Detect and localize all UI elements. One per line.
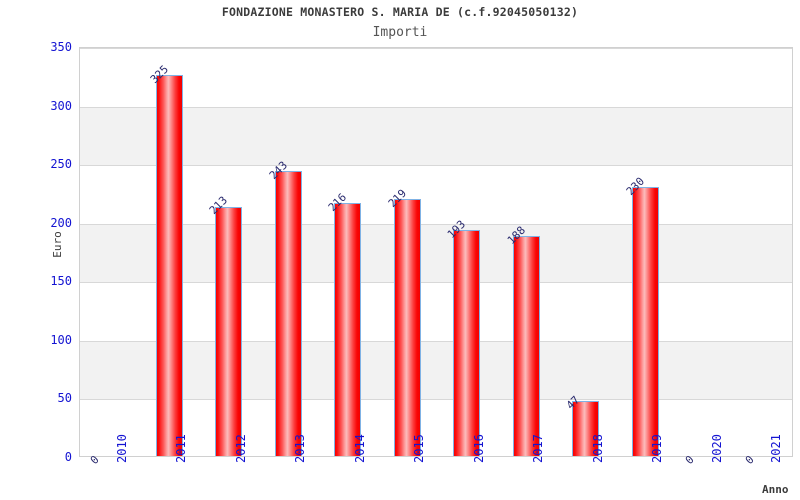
x-tick-label: 2010 [114,434,129,463]
y-tick-label: 300 [50,98,72,113]
y-axis-ticks: 0 50 100 150 200 250 300 350 [0,0,72,500]
gridline [80,165,792,167]
y-tick-label: 150 [50,274,72,289]
plot-band [80,223,792,283]
x-tick-label: 2020 [709,434,724,463]
x-axis-label: Anno [762,483,789,496]
x-tick-label: 2012 [233,434,248,463]
x-tick-label: 2017 [531,434,546,463]
bar[interactable] [215,206,243,456]
plot-band [80,106,792,166]
chart-subtitle: Importi [372,25,428,40]
x-tick-label: 2021 [769,434,784,463]
bar[interactable] [274,171,302,456]
x-tick-label: 2016 [471,434,486,463]
bar[interactable] [572,400,600,456]
y-axis-label: Euro [50,231,64,258]
x-tick-label: 2018 [590,434,605,463]
bar[interactable] [453,229,481,456]
y-tick-label: 250 [50,157,72,172]
bar[interactable] [155,75,183,456]
bar-value-label: 0 [88,453,102,467]
chart-title: FONDAZIONE MONASTERO S. MARIA DE (c.f.92… [221,5,579,19]
y-tick-label: 350 [50,40,72,54]
gridline [80,48,792,49]
bar[interactable] [393,199,421,456]
x-tick-label: 2011 [174,434,189,463]
y-tick-label: 200 [50,215,72,230]
x-tick-label: 2013 [293,434,308,463]
gridline [80,223,792,225]
plot-band [80,340,792,400]
x-tick-label: 2019 [650,434,665,463]
bar-value-label: 0 [683,453,697,467]
gridline [80,340,792,342]
x-tick-label: 2015 [412,434,427,463]
gridline [80,282,792,284]
bar-value-label: 0 [742,453,757,467]
bar[interactable] [334,202,362,456]
y-tick-label: 50 [57,391,72,406]
bar[interactable] [631,186,659,456]
gridline [80,399,792,401]
y-tick-label: 0 [64,450,72,464]
gridline [80,106,792,108]
plot-area: 0 325 213 243 216 219 193 188 47 230 0 0 [79,47,793,467]
y-tick-label: 100 [50,332,72,347]
x-tick-label: 2014 [352,434,367,463]
bar[interactable] [512,235,540,456]
